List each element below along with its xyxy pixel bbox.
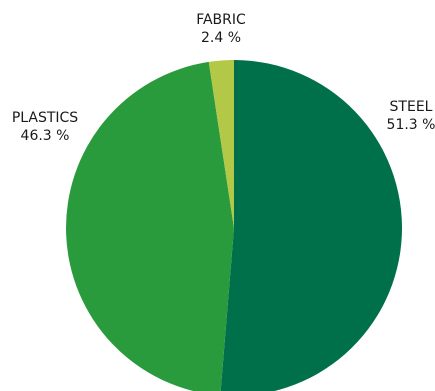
- slice-label-fabric: FABRIC: [196, 12, 246, 28]
- slice-label-plastics: PLASTICS: [12, 110, 78, 126]
- slice-value-plastics: 46.3 %: [21, 128, 70, 144]
- slice-value-steel: 51.3 %: [387, 117, 435, 133]
- pie-slice-steel: [220, 60, 402, 391]
- pie-labels: STEEL 51.3 % PLASTICS 46.3 % FABRIC 2.4 %: [12, 12, 435, 144]
- slice-value-fabric: 2.4 %: [201, 30, 241, 46]
- pie-slices: [66, 60, 402, 391]
- pie-slice-plastics: [66, 61, 234, 391]
- pie-slice-fabric: [208, 60, 234, 228]
- slice-label-steel: STEEL: [390, 99, 433, 115]
